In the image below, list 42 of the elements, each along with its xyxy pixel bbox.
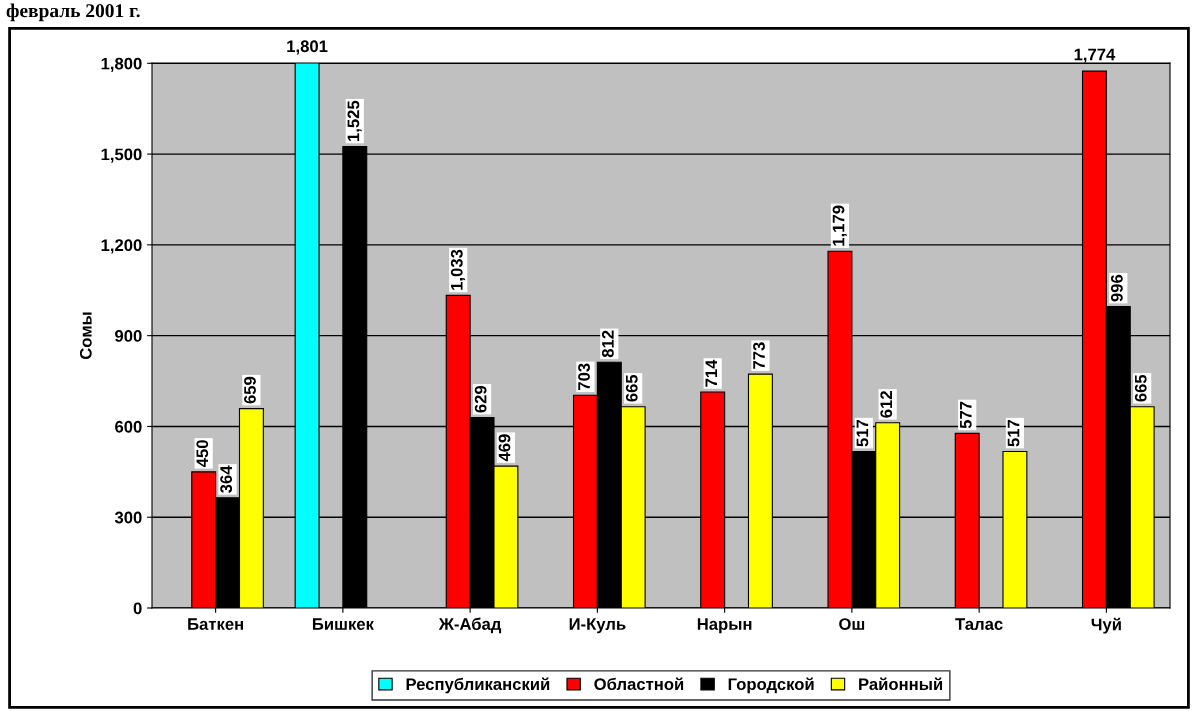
legend-label: Областной: [594, 677, 684, 691]
data-label: 612: [880, 391, 893, 418]
data-label: 665: [625, 374, 638, 402]
data-label: 517: [856, 419, 869, 447]
data-label: 1,801: [287, 40, 328, 55]
data-label: 665: [1134, 374, 1147, 402]
data-label: 812: [601, 330, 614, 358]
data-label: 1,179: [832, 205, 847, 246]
data-label: 703: [578, 363, 590, 391]
legend-label: Республиканский: [406, 677, 550, 694]
y-tick-label: 900: [115, 330, 142, 342]
data-label: 577: [960, 401, 972, 429]
x-tick-label: Талас: [955, 618, 1003, 630]
y-tick-label: 1,200: [101, 239, 142, 254]
y-axis-title: Сомы: [79, 312, 92, 360]
data-label: 996: [1110, 274, 1123, 302]
data-label: 659: [244, 376, 256, 404]
y-tick-label: 1,500: [101, 148, 142, 163]
y-tick-label: 600: [115, 420, 142, 433]
data-label: 517: [1007, 419, 1020, 447]
y-tick-label: 300: [114, 511, 142, 524]
legend-label: Городской: [728, 677, 814, 694]
data-label: 1,525: [347, 100, 362, 141]
data-label: 714: [705, 359, 718, 387]
y-tick-label: 1,800: [101, 57, 142, 72]
data-label: 1,774: [1074, 48, 1116, 63]
x-tick-label: И-Куль: [569, 618, 626, 634]
data-label: 1,033: [450, 249, 466, 290]
x-tick-label: Ж-Абад: [438, 617, 502, 634]
x-tick-label: Бишкек: [312, 618, 374, 630]
data-label: 364: [220, 465, 233, 493]
x-tick-label: Ош: [839, 618, 865, 630]
legend-label: Районный: [859, 677, 943, 691]
x-tick-label: Чуй: [1091, 617, 1121, 634]
data-label: 629: [474, 385, 487, 413]
chart-title: февраль 2001 г.: [6, 3, 140, 22]
data-label: 450: [196, 440, 209, 468]
x-tick-label: Баткен: [188, 618, 244, 630]
data-label: 773: [753, 342, 765, 369]
x-tick-label: Нарын: [697, 618, 752, 634]
y-tick-label: 0: [133, 602, 142, 615]
data-label: 469: [498, 434, 511, 462]
